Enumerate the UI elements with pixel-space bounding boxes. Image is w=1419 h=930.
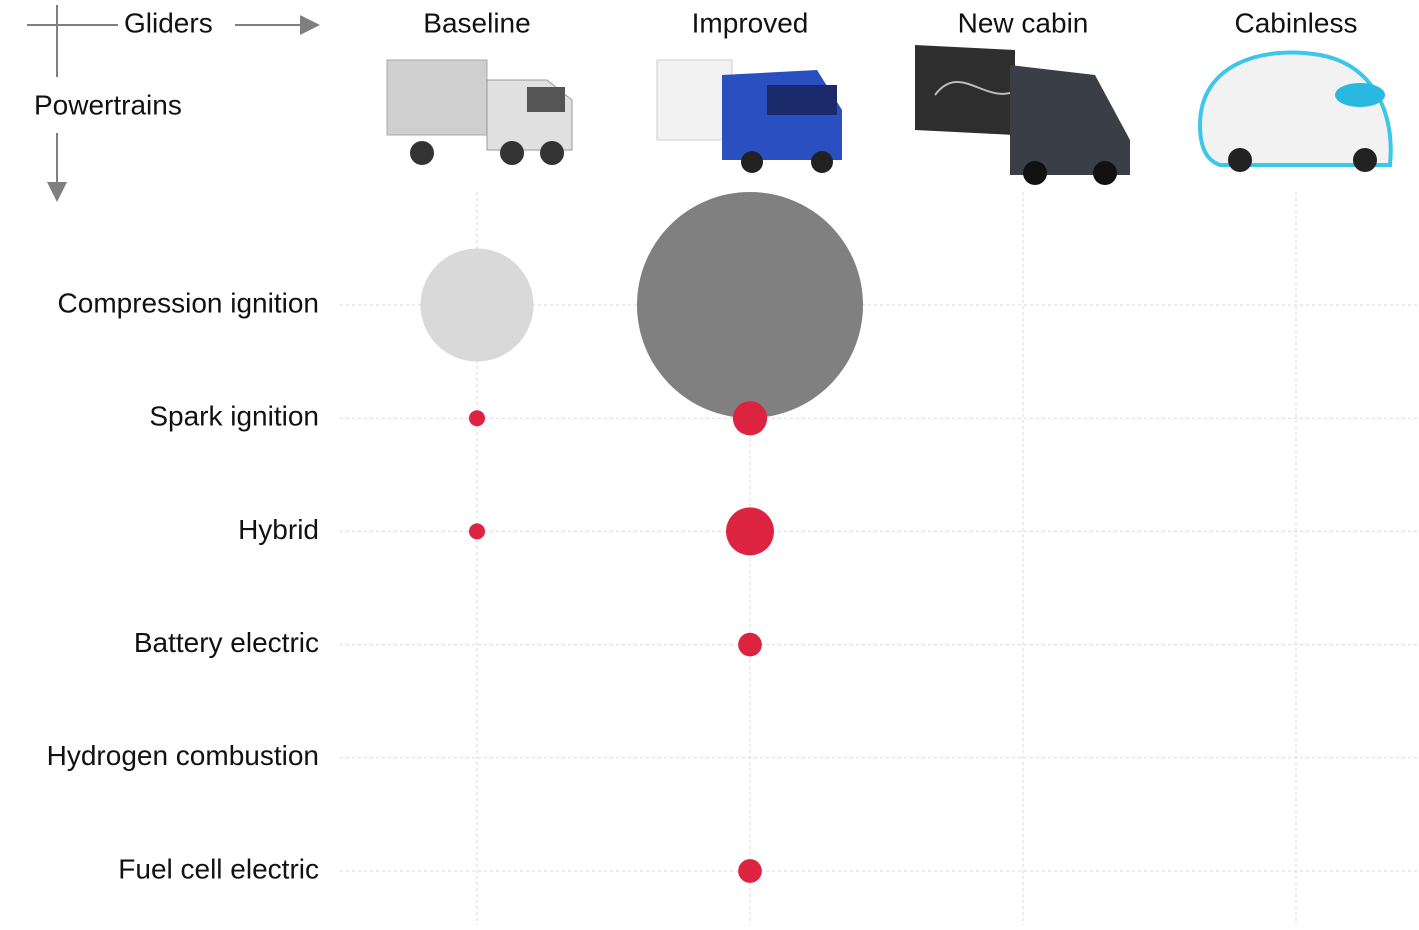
bubble: [637, 192, 863, 418]
bubble: [733, 401, 767, 435]
bubble: [738, 633, 762, 657]
truck-illustrations: [387, 45, 1391, 185]
row-label: Hydrogen combustion: [47, 740, 319, 771]
bubble: [738, 859, 762, 883]
x-axis-label: Gliders: [124, 7, 213, 38]
y-axis-label: Powertrains: [34, 89, 182, 120]
column-label: Cabinless: [1235, 7, 1358, 38]
column-label: Improved: [692, 7, 809, 38]
bubble: [421, 249, 534, 362]
row-label: Spark ignition: [149, 401, 319, 432]
row-label: Compression ignition: [58, 287, 319, 318]
column-label: Baseline: [423, 7, 530, 38]
column-label: New cabin: [958, 7, 1089, 38]
row-label: Battery electric: [134, 627, 319, 658]
bubble: [469, 523, 485, 539]
row-label: Fuel cell electric: [118, 853, 319, 884]
row-label: Hybrid: [238, 514, 319, 545]
bubble: [469, 410, 485, 426]
bubble: [726, 507, 774, 555]
